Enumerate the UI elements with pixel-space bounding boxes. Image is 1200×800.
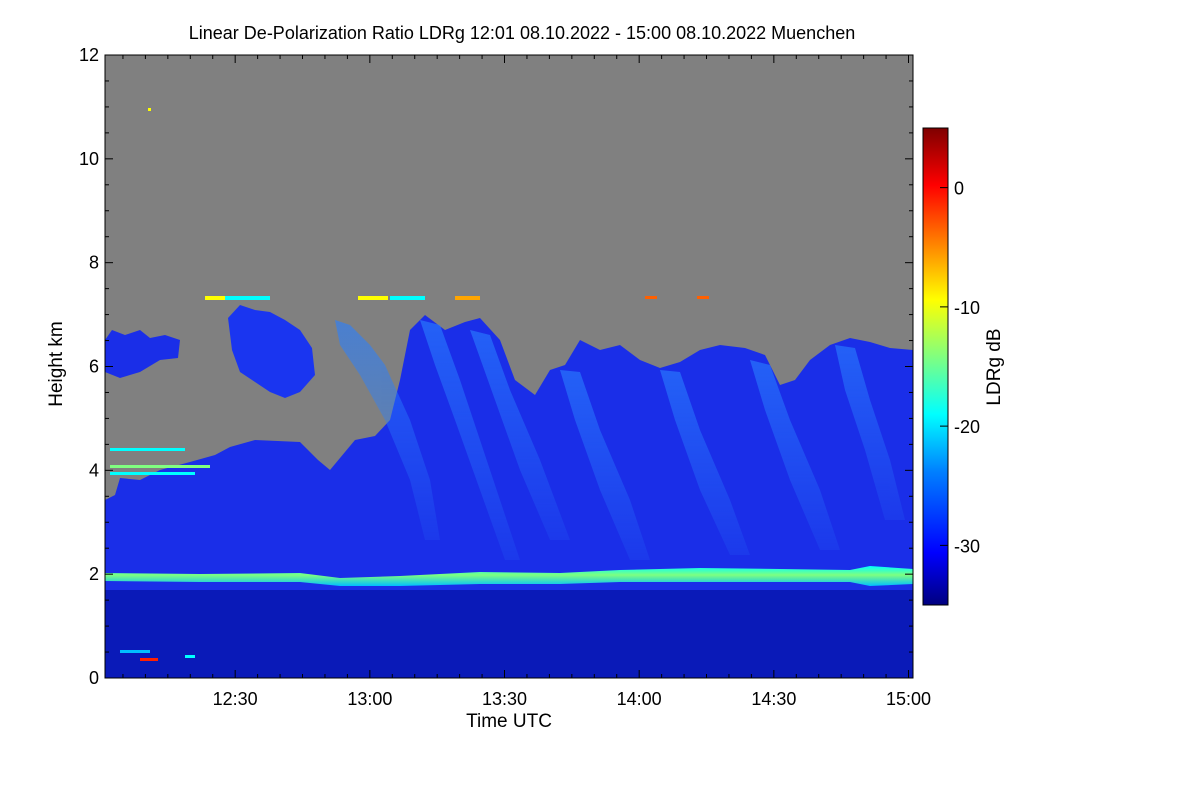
- surface-speckles: [120, 108, 195, 661]
- x-tick-label: 14:30: [751, 689, 796, 709]
- colorbar-tick-label: -10: [954, 298, 980, 318]
- boundary-layer-top: [105, 566, 913, 586]
- colorbar-tick-label: 0: [954, 179, 964, 199]
- fallstreaks: [335, 320, 905, 560]
- colorbar-title: LDRg dB: [984, 328, 1005, 405]
- x-tick-label: 14:00: [617, 689, 662, 709]
- x-tick-label: 13:00: [347, 689, 392, 709]
- x-axis-title: Time UTC: [466, 711, 552, 732]
- y-axis: 0 2 4 6 8 10 12: [79, 45, 913, 688]
- x-tick-label: 15:00: [886, 689, 931, 709]
- colorbar-tick-label: -30: [954, 536, 980, 556]
- colorbar-ticks: 0 -10 -20 -30: [940, 179, 980, 556]
- colorbar: [922, 127, 949, 606]
- plot-area: [105, 55, 913, 678]
- y-tick-label: 8: [89, 253, 99, 273]
- y-tick-label: 6: [89, 357, 99, 377]
- cloud-patch-mid: [228, 305, 315, 398]
- x-tick-label: 13:30: [482, 689, 527, 709]
- x-axis: 12:30 13:00 13:30 14:00 14:30 15:00: [122, 55, 931, 709]
- cirrus-top-line: [205, 296, 709, 300]
- x-tick-label: 12:30: [213, 689, 258, 709]
- y-axis-title: Height km: [46, 321, 67, 407]
- y-tick-label: 0: [89, 668, 99, 688]
- y-tick-label: 4: [89, 460, 99, 480]
- chart-title: Linear De-Polarization Ratio LDRg 12:01 …: [189, 23, 855, 43]
- y-tick-label: 10: [79, 149, 99, 169]
- y-tick-label: 12: [79, 45, 99, 65]
- near-surface-layer: [105, 590, 913, 678]
- left-aerosol-lines: [110, 448, 210, 475]
- cloud-region: [105, 315, 913, 678]
- cloud-patch-left: [105, 330, 180, 378]
- y-tick-label: 2: [89, 564, 99, 584]
- colorbar-tick-label: -20: [954, 417, 980, 437]
